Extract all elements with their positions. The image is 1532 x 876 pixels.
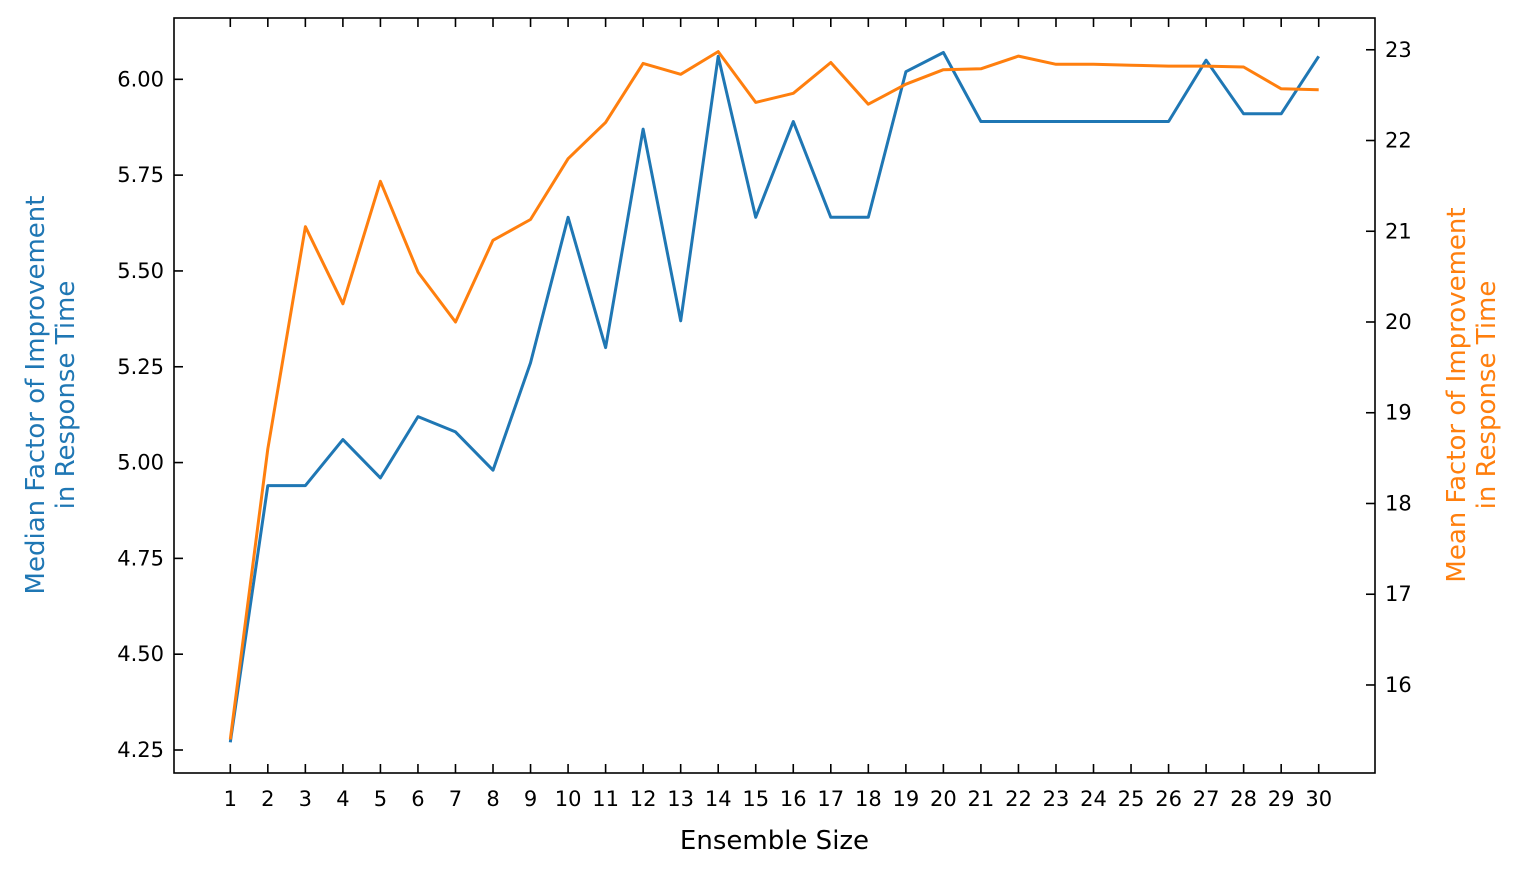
- x-tick-label: 14: [705, 787, 732, 811]
- tick-labels: 1 2 3 4 5 6 7 8 9 10 11 12 13 14 15 16 17 18 19 20 21 22 23 24 2…: [117, 38, 1412, 811]
- series-line-left: [228, 51, 1320, 743]
- x-tick-label: 6: [411, 787, 424, 811]
- y-tick-label-left: 6.00: [117, 67, 164, 91]
- x-axis-title: Ensemble Size: [680, 826, 869, 856]
- x-tick-label: 11: [592, 787, 619, 811]
- x-tick-label: 13: [667, 787, 694, 811]
- x-tick-label: 30: [1305, 787, 1332, 811]
- x-tick-label: 20: [930, 787, 957, 811]
- x-tick-label: 19: [892, 787, 919, 811]
- series-line-right: [228, 50, 1319, 740]
- y-tick-label-left: 5.50: [117, 259, 164, 283]
- x-tick-label: 23: [1043, 787, 1070, 811]
- series-lines: [228, 50, 1320, 743]
- x-tick-label: 2: [261, 787, 274, 811]
- y-tick-label-left: 5.75: [117, 163, 164, 187]
- x-tick-label: 26: [1155, 787, 1182, 811]
- x-tick-label: 3: [299, 787, 312, 811]
- x-tick-label: 16: [780, 787, 807, 811]
- axis-ticks: [174, 18, 1375, 773]
- x-tick-label: 7: [449, 787, 462, 811]
- x-tick-label: 9: [524, 787, 537, 811]
- y-tick-label-left: 5.00: [117, 451, 164, 475]
- x-tick-label: 28: [1230, 787, 1257, 811]
- y-tick-label-right: 23: [1385, 38, 1412, 62]
- x-tick-label: 15: [742, 787, 769, 811]
- y-tick-label-left: 4.25: [117, 738, 164, 762]
- x-tick-label: 1: [224, 787, 237, 811]
- x-tick-label: 12: [630, 787, 657, 811]
- x-tick-label: 8: [486, 787, 499, 811]
- y-tick-label-right: 17: [1385, 582, 1412, 606]
- y-tick-label-right: 22: [1385, 129, 1412, 153]
- x-tick-label: 5: [374, 787, 387, 811]
- y-axis-title-left: Median Factor of Improvementin Response …: [21, 196, 81, 595]
- x-tick-label: 21: [968, 787, 995, 811]
- x-tick-label: 18: [855, 787, 882, 811]
- x-tick-label: 25: [1118, 787, 1145, 811]
- y-tick-label-right: 21: [1385, 219, 1412, 243]
- y-tick-label-right: 20: [1385, 310, 1412, 334]
- x-tick-label: 27: [1193, 787, 1220, 811]
- y-tick-label-right: 19: [1385, 401, 1412, 425]
- x-tick-label: 22: [1005, 787, 1032, 811]
- y-tick-label-left: 4.50: [117, 642, 164, 666]
- x-tick-label: 4: [336, 787, 349, 811]
- x-tick-label: 10: [555, 787, 582, 811]
- x-tick-label: 24: [1080, 787, 1107, 811]
- plot-frame: [173, 17, 1376, 774]
- y-tick-label-right: 16: [1385, 673, 1412, 697]
- x-tick-label: 17: [817, 787, 844, 811]
- y-tick-label-left: 5.25: [117, 355, 164, 379]
- y-tick-label-left: 4.75: [117, 546, 164, 570]
- y-tick-label-right: 18: [1385, 491, 1412, 515]
- x-tick-label: 29: [1268, 787, 1295, 811]
- y-axis-title-right: Mean Factor of Improvementin Response Ti…: [1442, 207, 1502, 582]
